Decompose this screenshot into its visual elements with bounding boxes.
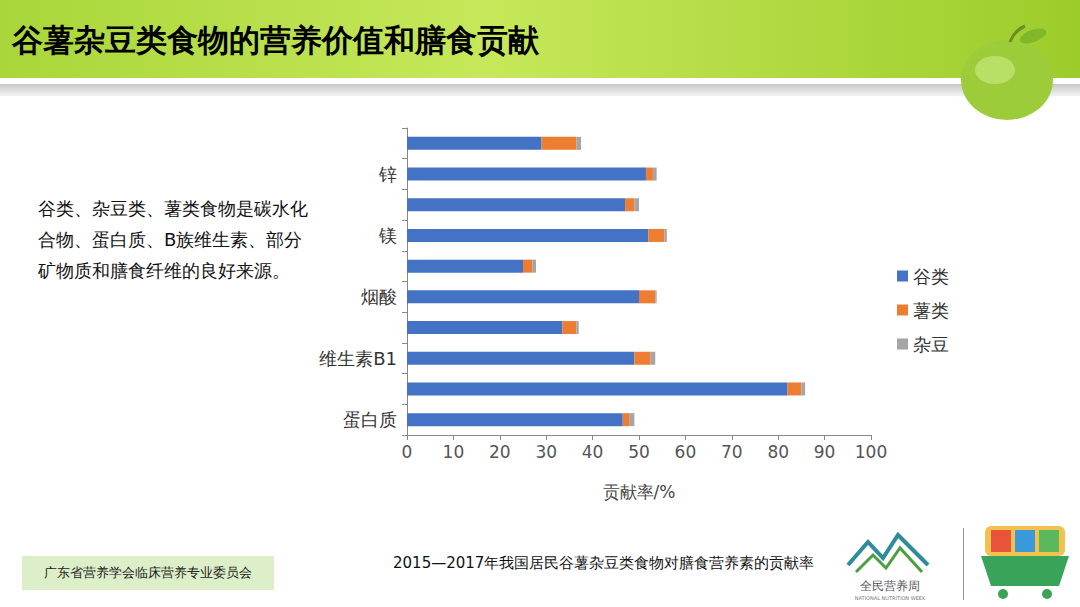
svg-text:杂豆: 杂豆 [913,334,949,355]
svg-text:60: 60 [675,442,697,462]
svg-text:谷类: 谷类 [913,266,949,287]
svg-text:锌: 锌 [378,164,397,185]
svg-text:40: 40 [582,442,604,462]
svg-text:烟酸: 烟酸 [361,286,397,307]
svg-text:50: 50 [628,442,650,462]
svg-text:90: 90 [814,442,836,462]
html-text:谷薯杂豆类食物的营养价值和膳食贡献: 谷薯杂豆类食物的营养价值和膳食贡献 [12,22,539,58]
svg-text:80: 80 [767,442,789,462]
svg-text:10: 10 [443,442,465,462]
svg-text:薯类: 薯类 [913,300,949,321]
svg-text:2015—2017年我国居民谷薯杂豆类食物对膳食营养素的贡献: 2015—2017年我国居民谷薯杂豆类食物对膳食营养素的贡献率 [393,554,814,572]
html-text:广东省营养学会临床营养专业委员会: 广东省营养学会临床营养专业委员会 [44,565,252,580]
svg-text:70: 70 [721,442,743,462]
html-text:NATIONAL NUTRITION WEEK: NATIONAL NUTRITION WEEK [854,595,926,601]
svg-text:30: 30 [535,442,557,462]
svg-text:蛋白质: 蛋白质 [343,409,397,430]
svg-text:镁: 镁 [378,225,397,246]
svg-text:100: 100 [855,442,887,462]
svg-text:0: 0 [402,442,413,462]
svg-text:维生素B1: 维生素B1 [319,348,397,369]
svg-text:贡献率/%: 贡献率/% [603,482,676,502]
svg-text:20: 20 [489,442,511,462]
html-text:全民营养周: 全民营养周 [860,579,920,593]
html-text:谷类、杂豆类、薯类食物是碳水化合物、蛋白质、B族维生素、部分: 谷类、杂豆类、薯类食物是碳水化合物、蛋白质、B族维生素、部分矿物质和膳食纤维的良… [38,198,308,281]
